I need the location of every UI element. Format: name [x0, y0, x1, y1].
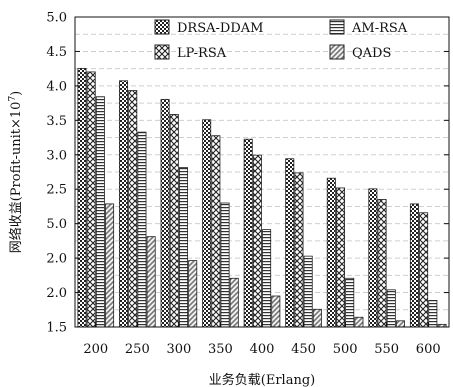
bar-drsa-ddam-200: [77, 67, 87, 328]
y-axis-title-close: ): [9, 91, 24, 96]
y-tick-label: 2.0: [46, 252, 67, 267]
y-tick-label: 3.0: [46, 148, 67, 163]
x-tick-label: 300: [166, 342, 191, 357]
bar-qads-350: [229, 277, 239, 328]
x-tick-label: 550: [374, 342, 399, 357]
legend-label-qads: QADS: [352, 46, 391, 61]
bar-qads-250: [146, 236, 156, 328]
bar-am-rsa-250: [137, 131, 147, 328]
x-axis-title: 业务负载(Erlang): [209, 372, 315, 387]
y-tick-label: 5.0: [46, 11, 67, 26]
y-tick-label: 3.5: [46, 114, 67, 129]
bar-qads-500: [354, 316, 364, 328]
legend-label-am-rsa: AM-RSA: [351, 21, 408, 36]
legend-swatch-lp-rsa: [154, 44, 170, 60]
bar-drsa-ddam-300: [160, 98, 170, 328]
y-axis-title-main: 网络收益(Profit-unit×10: [8, 102, 24, 254]
bar-qads-300: [188, 260, 198, 328]
x-tick-label: 200: [83, 342, 108, 357]
bar-am-rsa-350: [220, 202, 230, 328]
bar-lp-rsa-200: [86, 71, 96, 328]
legend: DRSA-DDAM AM-RSA LP-RSA QADS: [154, 19, 408, 61]
y-axis: 1.5 2.0 2.0 5.0 2.5 3.0 3.5 4.0 4.5 5.0: [46, 11, 449, 336]
bar-lp-rsa-400: [252, 154, 262, 328]
bars: [77, 67, 447, 328]
legend-swatch-am-rsa: [329, 19, 345, 35]
y-tick-label: 4.0: [46, 79, 67, 94]
bar-qads-450: [312, 308, 322, 328]
bar-lp-rsa-500: [336, 187, 346, 328]
legend-swatch-drsa-ddam: [154, 19, 170, 35]
bar-drsa-ddam-450: [285, 158, 295, 328]
x-tick-label: 500: [333, 342, 358, 357]
bar-am-rsa-200: [95, 96, 105, 328]
bar-lp-rsa-600: [419, 212, 429, 328]
bar-lp-rsa-450: [294, 172, 304, 328]
x-tick-label: 450: [291, 342, 316, 357]
bar-lp-rsa-350: [211, 135, 221, 328]
bar-qads-400: [271, 295, 281, 328]
y-tick-label: 2.5: [46, 183, 67, 198]
bar-drsa-ddam-400: [243, 138, 253, 328]
bar-qads-200: [105, 203, 115, 328]
bar-drsa-ddam-600: [409, 203, 419, 328]
bar-am-rsa-450: [303, 255, 313, 328]
legend-label-lp-rsa: LP-RSA: [177, 46, 227, 61]
legend-swatch-qads: [329, 44, 345, 60]
legend-label-drsa-ddam: DRSA-DDAM: [177, 21, 263, 36]
bar-am-rsa-550: [386, 289, 396, 328]
bar-drsa-ddam-250: [119, 80, 129, 328]
x-tick-label: 400: [250, 342, 275, 357]
bar-am-rsa-600: [428, 300, 438, 328]
y-tick-label: 1.5: [46, 321, 67, 336]
bar-am-rsa-400: [262, 229, 272, 328]
y-tick-label: 2.0: [46, 286, 67, 301]
y-tick-label: 5.0: [46, 217, 67, 232]
bar-drsa-ddam-350: [202, 119, 212, 328]
y-tick-label: 4.5: [46, 45, 67, 60]
bar-lp-rsa-300: [169, 114, 179, 328]
grid-lines: [75, 33, 449, 311]
y-axis-title: 网络收益(Profit-unit×107): [8, 91, 24, 254]
bar-am-rsa-500: [345, 277, 355, 328]
bar-lp-rsa-550: [377, 199, 387, 328]
y-axis-title-sup: 7: [8, 96, 18, 102]
x-axis: 200 250 300 350 400 450 500 550 600: [83, 322, 441, 357]
x-tick-label: 350: [208, 342, 233, 357]
bar-am-rsa-300: [178, 167, 188, 328]
bar-qads-550: [395, 320, 405, 328]
bar-drsa-ddam-500: [326, 177, 336, 328]
bar-drsa-ddam-550: [368, 188, 378, 328]
bar-lp-rsa-250: [128, 90, 138, 328]
x-tick-label: 250: [125, 342, 150, 357]
x-tick-label: 600: [416, 342, 441, 357]
